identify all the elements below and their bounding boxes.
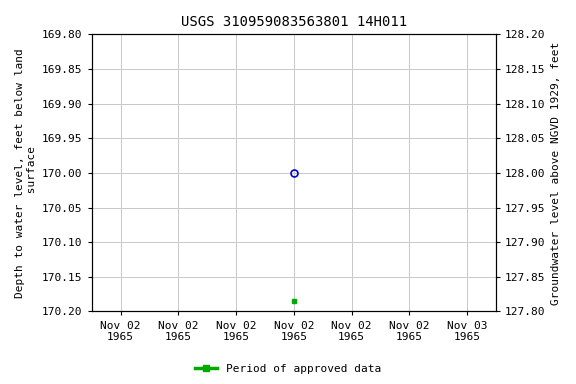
Y-axis label: Depth to water level, feet below land
 surface: Depth to water level, feet below land su… — [15, 48, 37, 298]
Y-axis label: Groundwater level above NGVD 1929, feet: Groundwater level above NGVD 1929, feet — [551, 41, 561, 305]
Legend: Period of approved data: Period of approved data — [191, 359, 385, 379]
Title: USGS 310959083563801 14H011: USGS 310959083563801 14H011 — [181, 15, 407, 29]
